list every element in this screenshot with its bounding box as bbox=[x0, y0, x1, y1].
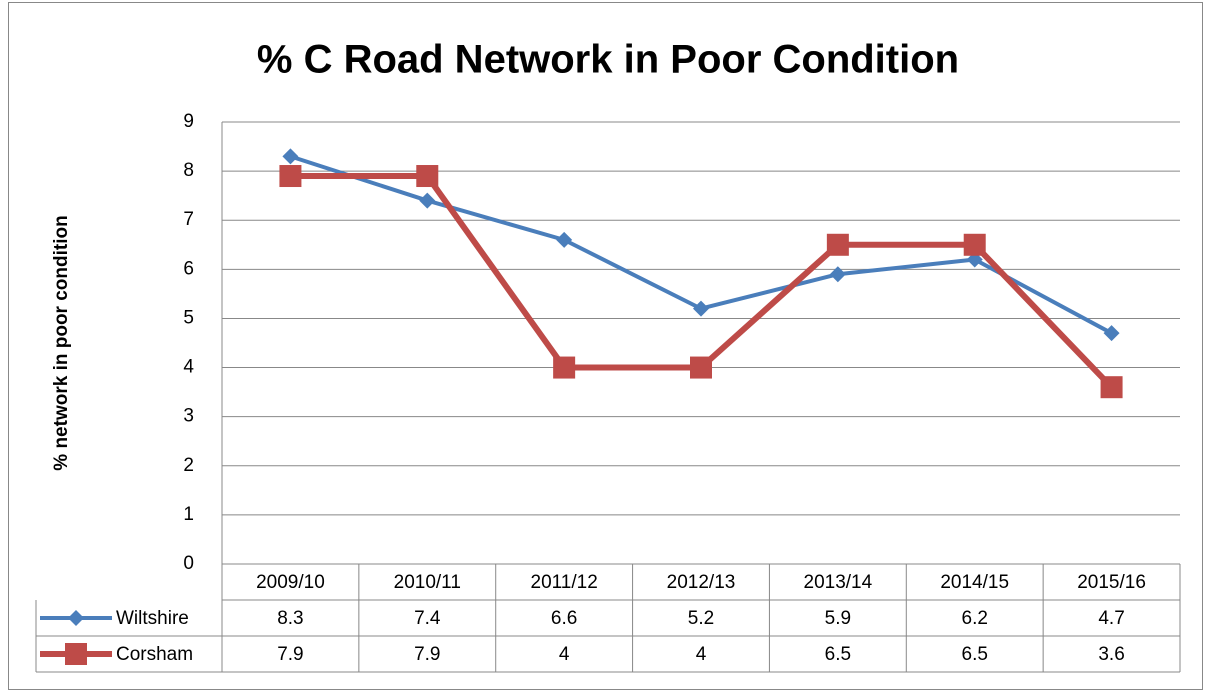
y-tick-label: 7 bbox=[183, 209, 194, 230]
table-value: 5.2 bbox=[688, 608, 714, 629]
table-value: 3.6 bbox=[1098, 644, 1124, 665]
x-tick-label: 2010/11 bbox=[394, 572, 461, 593]
data-point bbox=[416, 165, 439, 188]
y-tick-label: 2 bbox=[183, 455, 194, 476]
x-tick-label: 2011/12 bbox=[531, 572, 598, 593]
table-value: 8.3 bbox=[277, 608, 303, 629]
table-value: 5.9 bbox=[825, 608, 851, 629]
legend-label: Corsham bbox=[116, 644, 193, 665]
table-value: 7.4 bbox=[414, 608, 441, 629]
y-tick-label: 3 bbox=[183, 406, 194, 427]
data-point bbox=[1100, 376, 1123, 399]
data-point bbox=[693, 300, 709, 317]
table-value: 6.2 bbox=[962, 608, 988, 629]
legend-marker bbox=[65, 643, 87, 665]
y-tick-label: 5 bbox=[183, 307, 194, 328]
data-point bbox=[1103, 325, 1120, 342]
chart-title: % C Road Network in Poor Condition bbox=[257, 38, 959, 82]
table-value: 6.5 bbox=[825, 644, 851, 665]
table-value: 4 bbox=[696, 644, 707, 665]
y-tick-label: 1 bbox=[183, 504, 194, 525]
y-tick-label: 4 bbox=[183, 357, 194, 378]
x-tick-label: 2009/10 bbox=[256, 572, 325, 593]
x-tick-label: 2015/16 bbox=[1077, 572, 1146, 593]
data-point bbox=[279, 165, 302, 188]
x-tick-label: 2013/14 bbox=[804, 572, 873, 593]
y-tick-label: 6 bbox=[183, 258, 194, 279]
x-tick-label: 2012/13 bbox=[667, 572, 736, 593]
table-value: 4 bbox=[559, 644, 570, 665]
y-tick-label: 0 bbox=[183, 553, 194, 574]
table-value: 6.5 bbox=[962, 644, 988, 665]
data-point bbox=[826, 233, 849, 256]
y-axis-label: % network in poor condition bbox=[51, 215, 72, 470]
table-value: 6.6 bbox=[551, 608, 577, 629]
table-value: 4.7 bbox=[1098, 608, 1124, 629]
y-tick-label: 8 bbox=[183, 160, 194, 181]
y-tick-label: 9 bbox=[183, 111, 194, 132]
chart-border bbox=[8, 2, 1203, 690]
data-point bbox=[556, 231, 573, 248]
table-value: 7.9 bbox=[414, 644, 440, 665]
data-point bbox=[963, 233, 986, 256]
data-point bbox=[282, 148, 299, 165]
data-point bbox=[553, 356, 576, 379]
data-point bbox=[419, 192, 436, 209]
x-tick-label: 2014/15 bbox=[940, 572, 1009, 593]
table-value: 7.9 bbox=[277, 644, 303, 665]
legend-label: Wiltshire bbox=[116, 608, 189, 629]
legend-marker bbox=[68, 610, 84, 626]
data-point bbox=[829, 266, 846, 283]
data-point bbox=[690, 356, 712, 379]
